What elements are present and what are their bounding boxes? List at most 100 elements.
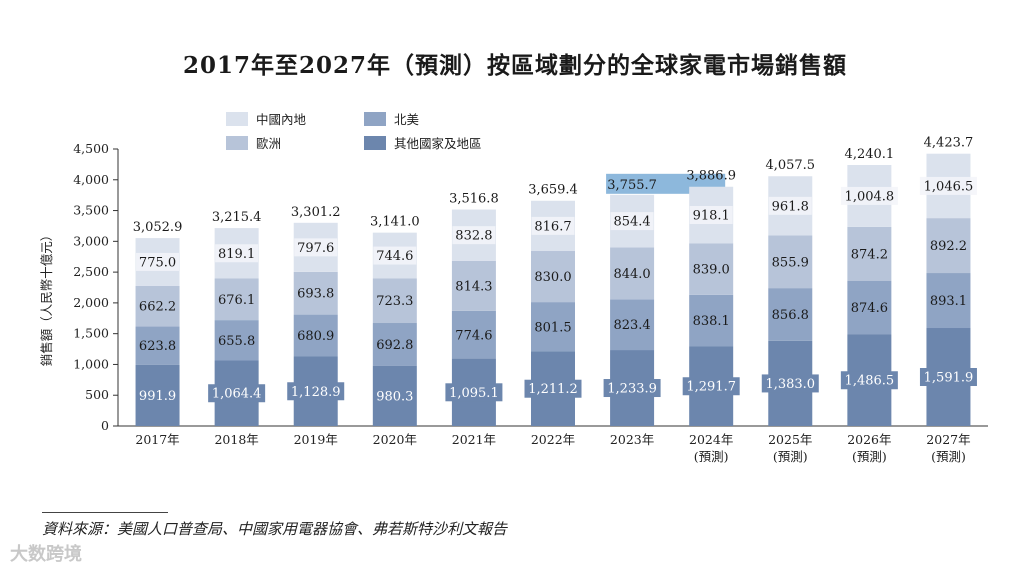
bar-segment [372,323,417,366]
data-label: 1,004.8 [845,189,895,204]
y-tick-label: 1,000 [73,356,109,371]
data-label: 1,383.0 [765,377,815,392]
data-label-bg [445,383,503,402]
legend-swatch [364,112,386,126]
data-label: 814.3 [455,279,492,294]
bar-segment [847,280,892,335]
data-label: 844.0 [613,267,650,282]
bar-segment [610,299,655,351]
y-tick-label: 2,500 [73,264,109,279]
legend-label: 歐洲 [256,136,281,151]
data-label: 893.1 [930,294,967,309]
bar-segment [135,285,180,327]
legend-label: 北美 [394,112,419,127]
legend-label: 其他國家及地區 [394,136,482,151]
x-tick-label: 2025年 [768,432,812,447]
data-label: 775.0 [139,255,176,270]
data-label: 1,128.9 [291,385,341,400]
data-label-bg [287,382,345,401]
data-label: 662.2 [139,300,176,315]
bar-segment [372,278,417,324]
data-label-bg [452,226,496,245]
y-tick-label: 4,500 [73,141,109,156]
data-label: 623.8 [139,339,176,354]
data-label: 918.1 [693,208,730,223]
data-label: 1,486.5 [845,374,895,389]
data-label: 839.0 [693,263,730,278]
data-label: 676.1 [218,293,255,308]
data-label: 819.1 [218,247,255,262]
bar-segment [768,235,813,289]
bar-segment [214,278,259,321]
y-tick-label: 500 [85,387,109,402]
bar-segment [610,247,655,300]
y-tick-label: 3,500 [73,203,109,218]
data-label: 1,233.9 [607,382,657,397]
bar-segment [689,294,734,347]
data-label: 692.8 [376,338,413,353]
bar-segment [293,314,338,357]
data-label: 1,591.9 [924,371,974,386]
x-tick-label: 2019年 [294,432,338,447]
legend-swatch [364,136,386,150]
bar-segment [531,251,575,303]
bar-segment [293,271,338,315]
total-label: 3,659.4 [528,183,578,198]
data-label: 1,064.4 [212,387,262,402]
data-label-bg [603,379,661,398]
total-label: 3,215.4 [212,210,262,225]
y-tick-label: 1,500 [73,326,109,341]
data-label-bg [136,252,180,271]
data-label-bg [919,368,977,387]
data-label: 774.6 [455,328,492,343]
legend-swatch [226,112,248,126]
data-label-bg [208,384,266,403]
data-label: 838.1 [693,314,730,329]
total-label: 4,423.7 [924,136,974,151]
x-tick-label: 2023年 [610,432,654,447]
data-label-bg [136,386,180,405]
data-label-bg [524,379,582,398]
total-label: 4,240.1 [845,147,895,162]
total-label: 3,755.7 [607,178,657,193]
x-tick-label: 2018年 [214,432,258,447]
bar-segment [926,218,971,274]
y-tick-label: 3,000 [73,233,109,248]
x-tick-note: (預測) [694,449,729,464]
x-tick-label: 2024年 [689,432,733,447]
data-label: 832.8 [455,229,492,244]
data-label: 1,095.1 [449,386,499,401]
data-label: 855.9 [772,255,809,270]
data-label-bg [761,374,819,393]
data-label-bg [373,246,417,265]
bar-segment [451,260,496,311]
x-tick-label: 2017年 [135,432,179,447]
data-label-bg [840,371,898,390]
x-tick-label: 2020年 [373,432,417,447]
total-label: 4,057.5 [765,158,815,173]
legend-swatch [226,136,248,150]
data-label: 854.4 [613,215,650,230]
x-tick-label: 2027年 [926,432,970,447]
x-tick-note: (預測) [931,449,966,464]
data-label-bg [840,186,898,205]
bar-segment [451,310,496,359]
data-label: 830.0 [534,270,571,285]
data-label: 980.3 [376,389,413,404]
total-label: 3,516.8 [449,192,499,207]
data-label: 680.9 [297,329,334,344]
x-tick-note: (預測) [773,449,808,464]
total-label: 3,301.2 [291,205,341,220]
bar-segment [531,302,575,352]
chart-title: 2017年至2027年（預測）按區域劃分的全球家電市場銷售額 [182,52,848,79]
x-tick-note: (預測) [852,449,887,464]
data-label: 823.4 [613,318,650,333]
data-label: 816.7 [534,219,571,234]
y-tick-label: 0 [101,418,109,433]
data-label-bg [373,386,417,405]
bar-segment [768,288,813,341]
legend-label: 中國內地 [256,112,307,127]
y-axis-label: 銷售額（人民幣十億元） [39,229,54,367]
bar-segment [214,320,259,361]
